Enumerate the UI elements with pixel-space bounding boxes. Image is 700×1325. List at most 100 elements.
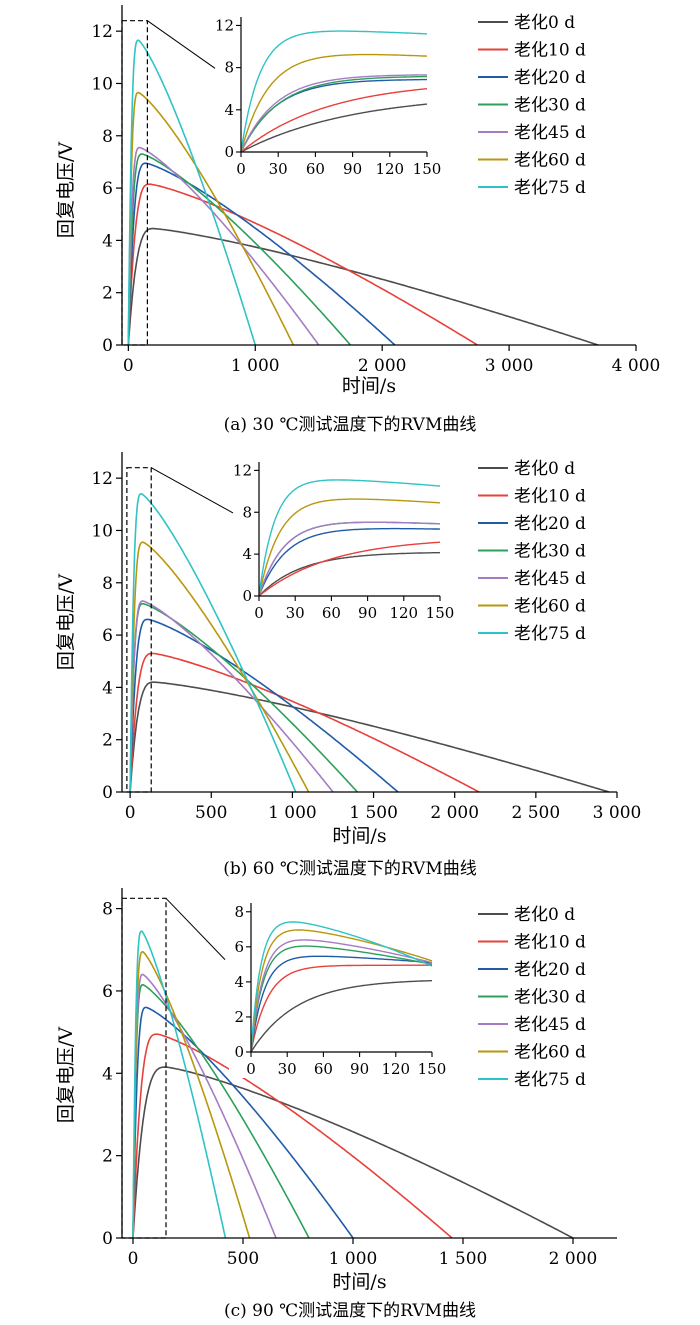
x-tick-label: 2 000 [358,356,407,376]
legend-label: 老化75 d [514,624,586,644]
legend-label: 老化60 d [514,151,586,171]
legend-label: 老化30 d [514,542,586,562]
x-tick-label: 1 000 [268,803,317,823]
series-line [132,1066,574,1239]
inset-series-line [240,88,428,153]
y-tick-label: 10 [91,521,113,541]
series-line [132,950,251,1239]
legend-label: 老化10 d [514,41,586,61]
x-tick-label: 3 000 [485,356,534,376]
inset-x-tick-label: 150 [418,1060,447,1078]
inset-series-line [240,30,428,153]
inset-y-tick-label: 12 [233,461,252,479]
zoom-connector [150,467,234,514]
main-series-group [132,930,574,1239]
inset-series-line [250,980,432,1053]
inset-x-tick-label: 150 [426,604,455,622]
y-tick-label: 2 [102,731,113,751]
x-tick-label: 4 000 [612,356,661,376]
x-axis-label: 时间/s [342,375,396,397]
y-axis-label: 回复电压/V [55,574,77,670]
inset-series-line [240,75,427,153]
legend-label: 老化45 d [514,123,586,143]
x-tick-label: 1 500 [439,1249,488,1269]
x-tick-label: 2 000 [549,1249,598,1269]
inset-y-tick-label: 0 [224,143,234,161]
inset-y-tick-label: 8 [234,903,244,921]
series-line [129,681,610,793]
series-line [127,227,599,346]
inset-y-tick-label: 4 [224,101,234,119]
inset-series-line [250,921,433,1053]
y-tick-label: 0 [102,783,113,803]
y-tick-label: 4 [102,1064,113,1084]
inset-y-tick-label: 4 [242,545,252,563]
series-line [129,602,358,793]
zoom-connector [165,897,226,960]
inset-series-line [240,74,428,153]
zoom-box [126,467,152,793]
series-line [127,153,352,346]
legend-label: 老化60 d [514,597,586,617]
legend-label: 老化30 d [514,96,586,116]
series-line [129,492,297,793]
inset-y-tick-label: 0 [242,587,252,605]
inset-x-tick-label: 90 [343,160,362,178]
legend-label: 老化10 d [514,487,586,507]
y-tick-label: 6 [102,626,113,646]
y-tick-label: 8 [102,900,113,920]
chart-caption: (b) 60 ℃测试温度下的RVM曲线 [223,859,476,879]
zoom-connector [147,20,216,69]
inset-chart: 0 30 60 90 120 150 0 2 4 6 8 [229,895,446,1078]
inset-x-tick-label: 0 [254,604,264,622]
inset-x-tick-label: 120 [381,1060,410,1078]
legend-label: 老化45 d [514,1015,586,1035]
inset-x-tick-label: 150 [413,160,442,178]
y-tick-label: 12 [91,22,113,42]
series-line [127,183,478,346]
y-tick-label: 10 [91,74,113,94]
legend: 老化0 d 老化10 d 老化20 d 老化30 d 老化45 d 老化60 d 老化75 … [478,459,586,644]
legend-label: 老化0 d [514,459,575,479]
inset-series-line [258,527,440,597]
inset-chart: 0 30 60 90 120 150 0 4 8 12 [233,454,454,622]
inset-series-line [258,521,440,597]
inset-series-line [250,939,433,1053]
x-axis-label: 时间/s [332,1271,386,1293]
y-tick-label: 2 [102,1147,113,1167]
legend-label: 老化10 d [514,933,586,953]
inset-series-line [250,955,433,1053]
x-tick-label: 1 000 [231,356,280,376]
x-tick-label: 0 [125,803,136,823]
inset-x-tick-label: 30 [278,1060,297,1078]
chart-caption: (c) 90 ℃测试温度下的RVM曲线 [224,1301,476,1321]
x-tick-label: 1 000 [329,1249,378,1269]
x-tick-label: 2 500 [512,803,561,823]
inset-series-line [258,498,440,597]
inset-series-line [258,479,441,597]
y-tick-label: 0 [102,1229,113,1249]
x-tick-label: 2 000 [430,803,479,823]
inset-y-tick-label: 2 [234,1008,244,1026]
inset-series-line [240,103,428,153]
legend-label: 老化75 d [514,1070,586,1090]
y-tick-label: 4 [102,678,113,698]
series-line [129,618,399,793]
inset-background [219,9,437,178]
inset-series-line [258,551,441,597]
series-line [127,39,257,346]
inset-x-tick-label: 0 [236,160,246,178]
legend-label: 老化20 d [514,68,586,88]
inset-y-tick-label: 8 [224,59,234,77]
legend-label: 老化0 d [514,905,575,925]
legend: 老化0 d 老化10 d 老化20 d 老化30 d 老化45 d 老化60 d 老化75 … [478,13,586,198]
series-line [127,146,320,346]
x-tick-label: 500 [227,1249,259,1269]
inset-y-tick-label: 8 [242,503,252,521]
x-tick-label: 500 [195,803,227,823]
series-line [132,983,310,1239]
inset-chart: 0 30 60 90 120 150 0 4 8 12 [215,9,441,178]
zoom-box [121,20,148,346]
main-series-group [127,39,599,346]
x-axis-label: 时间/s [332,825,386,847]
